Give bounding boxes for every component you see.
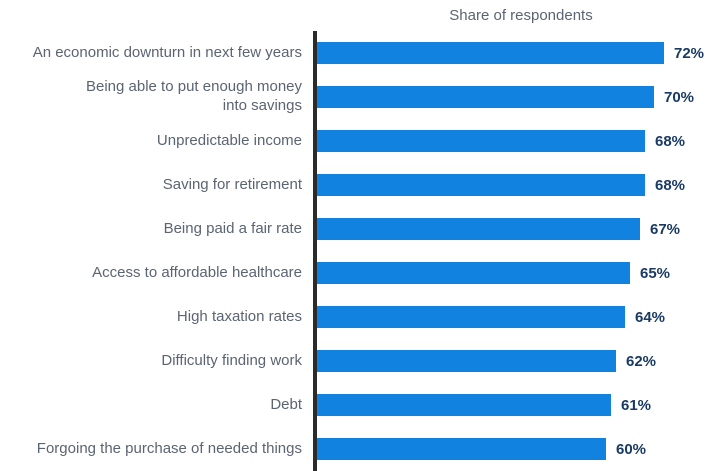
category-label: Being able to put enough money into savi… <box>86 78 302 114</box>
category-label: Access to affordable healthcare <box>92 263 302 281</box>
bar-track: 62% <box>313 339 725 383</box>
bar-row: Forgoing the purchase of needed things 6… <box>0 427 725 471</box>
bar-row: Difficulty finding work 62% <box>0 339 725 383</box>
bar <box>317 86 654 108</box>
chart-title: Share of respondents <box>449 7 593 24</box>
bar-row: An economic downturn in next few years 7… <box>0 31 725 75</box>
bar <box>317 350 616 372</box>
bar <box>317 306 625 328</box>
bar-track: 64% <box>313 295 725 339</box>
bar-row: Saving for retirement 68% <box>0 163 725 207</box>
bar <box>317 130 645 152</box>
bar-track: 61% <box>313 383 725 427</box>
bar-track: 60% <box>313 427 725 471</box>
bar-track: 72% <box>313 31 725 75</box>
value-label: 64% <box>635 308 666 326</box>
value-label: 67% <box>650 220 681 238</box>
category-label: Debt <box>270 395 302 413</box>
bar-row: Access to affordable healthcare 65% <box>0 251 725 295</box>
bar <box>317 218 640 240</box>
bar-row: Being able to put enough money into savi… <box>0 75 725 119</box>
bar-row: Debt 61% <box>0 383 725 427</box>
bar-row: Unpredictable income 68% <box>0 119 725 163</box>
category-label: High taxation rates <box>176 307 302 325</box>
value-label: 68% <box>655 132 686 150</box>
value-label: 72% <box>674 44 705 62</box>
value-label: 65% <box>640 264 671 282</box>
category-label: An economic downturn in next few years <box>32 43 302 61</box>
bar-row: High taxation rates 64% <box>0 295 725 339</box>
value-label: 61% <box>621 396 652 414</box>
plot-area: An economic downturn in next few years 7… <box>0 31 725 471</box>
bar-track: 65% <box>313 251 725 295</box>
bar <box>317 394 611 416</box>
value-label: 60% <box>616 440 647 458</box>
category-label: Being paid a fair rate <box>163 219 302 237</box>
bar <box>317 262 630 284</box>
bar-track: 70% <box>313 75 725 119</box>
category-label: Difficulty finding work <box>161 351 302 369</box>
bar-track: 68% <box>313 119 725 163</box>
bar-row: Being paid a fair rate 67% <box>0 207 725 251</box>
value-label: 68% <box>655 176 686 194</box>
value-label: 70% <box>664 88 695 106</box>
bar-track: 68% <box>313 163 725 207</box>
bar <box>317 42 664 64</box>
category-label: Unpredictable income <box>156 131 302 149</box>
category-label: Forgoing the purchase of needed things <box>36 439 302 457</box>
value-label: 62% <box>626 352 657 370</box>
bar <box>317 174 645 196</box>
category-label: Saving for retirement <box>162 175 302 193</box>
bar <box>317 438 606 460</box>
bar-track: 67% <box>313 207 725 251</box>
